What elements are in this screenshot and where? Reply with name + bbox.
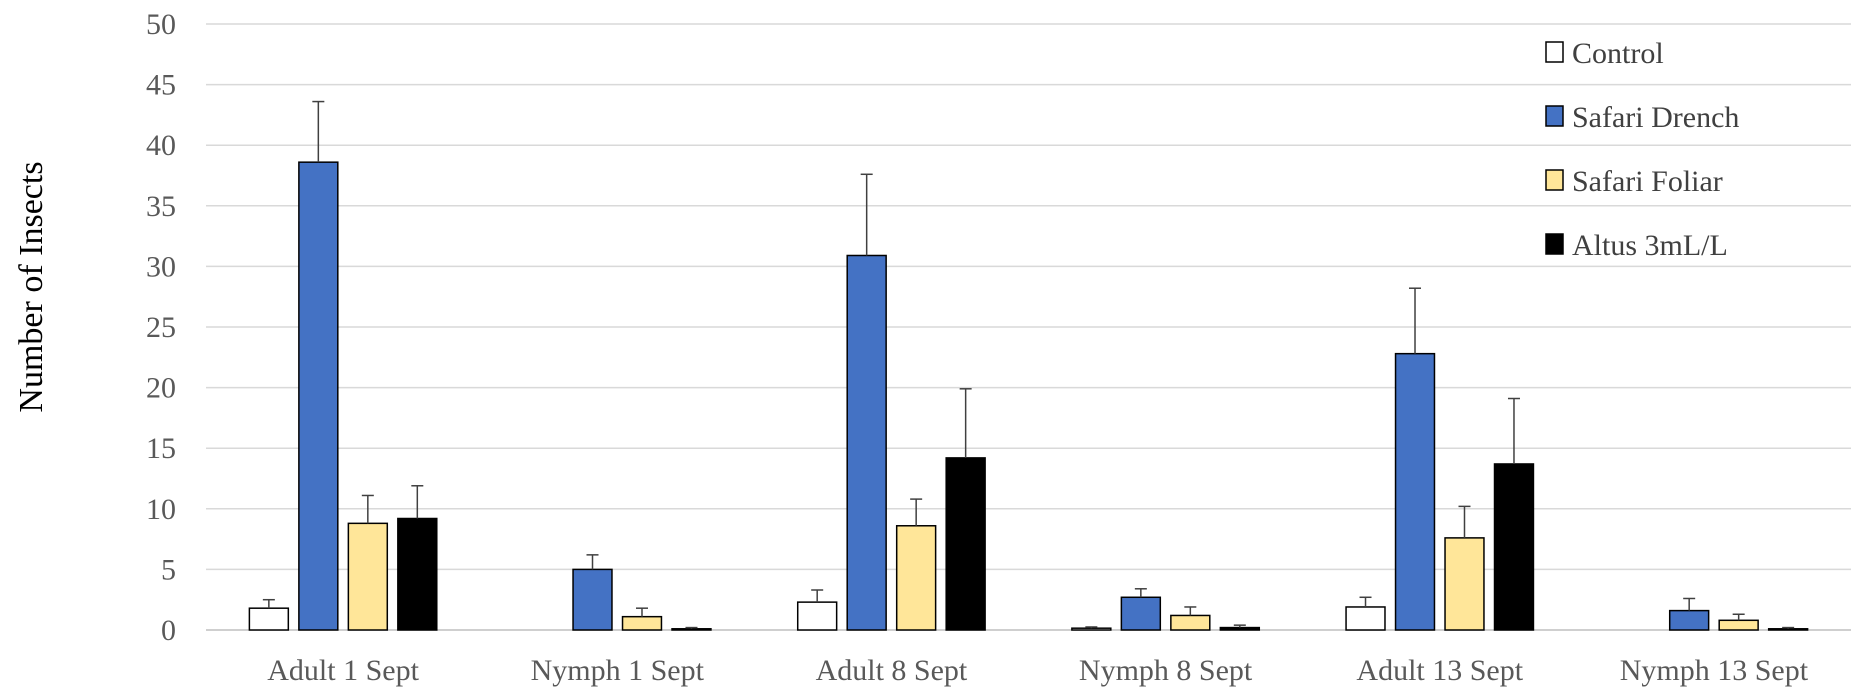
x-tick-labels: Adult 1 Sept Nymph 1 Sept Adult 8 Sept Nymp… — [267, 654, 1808, 687]
error-bars — [262, 100, 1795, 629]
legend-swatch — [1545, 169, 1564, 191]
y-tick-labels: 0 5 10 15 20 25 30 35 40 45 50 — [146, 8, 176, 647]
bar — [895, 525, 937, 631]
x-tick-label: Adult 13 Sept — [1356, 654, 1523, 687]
legend-swatch — [1545, 233, 1564, 255]
bar — [397, 517, 438, 631]
x-tick-label: Adult 8 Sept — [816, 654, 968, 687]
bar — [846, 254, 887, 631]
bar — [1219, 626, 1261, 631]
bar — [298, 161, 339, 631]
bar — [1767, 628, 1809, 631]
bar — [1444, 537, 1485, 631]
y-tick-label: 50 — [146, 8, 176, 41]
legend-label: Altus 3mL/L — [1572, 229, 1728, 262]
bar — [1493, 463, 1535, 631]
bars — [248, 161, 1809, 631]
bar — [347, 522, 389, 631]
legend: Control Safari Drench Safari Foliar Altus 3… — [1545, 37, 1739, 262]
x-tick-label: Nymph 8 Sept — [1079, 654, 1253, 687]
bar — [572, 568, 613, 631]
legend-label: Control — [1572, 37, 1664, 70]
bar — [1170, 614, 1211, 631]
bar — [1120, 596, 1162, 631]
y-tick-label: 30 — [146, 250, 176, 283]
y-tick-label: 20 — [146, 372, 176, 405]
bar — [248, 607, 290, 631]
bar — [671, 628, 712, 631]
bar — [1394, 352, 1436, 631]
bar — [945, 457, 986, 631]
gridlines — [206, 23, 1851, 631]
bar — [1668, 609, 1710, 631]
legend-label: Safari Drench — [1572, 101, 1739, 134]
bar — [796, 601, 838, 631]
y-tick-label: 25 — [146, 311, 176, 344]
x-tick-label: Nymph 13 Sept — [1620, 654, 1809, 687]
y-axis-title: Number of Insects — [13, 161, 50, 412]
x-tick-label: Adult 1 Sept — [267, 654, 419, 687]
y-tick-label: 0 — [161, 614, 176, 647]
x-tick-label: Nymph 1 Sept — [531, 654, 705, 687]
y-tick-label: 5 — [161, 553, 176, 586]
legend-swatch — [1545, 41, 1564, 63]
legend-label: Safari Foliar — [1572, 165, 1723, 198]
y-tick-label: 10 — [146, 493, 176, 526]
y-tick-label: 35 — [146, 190, 176, 223]
y-tick-label: 15 — [146, 432, 176, 465]
legend-swatch — [1545, 105, 1564, 127]
y-tick-label: 40 — [146, 129, 176, 162]
bar — [1718, 619, 1759, 631]
bar — [621, 615, 663, 631]
y-tick-label: 45 — [146, 69, 176, 102]
bar — [1345, 606, 1386, 631]
bar — [1071, 627, 1112, 631]
